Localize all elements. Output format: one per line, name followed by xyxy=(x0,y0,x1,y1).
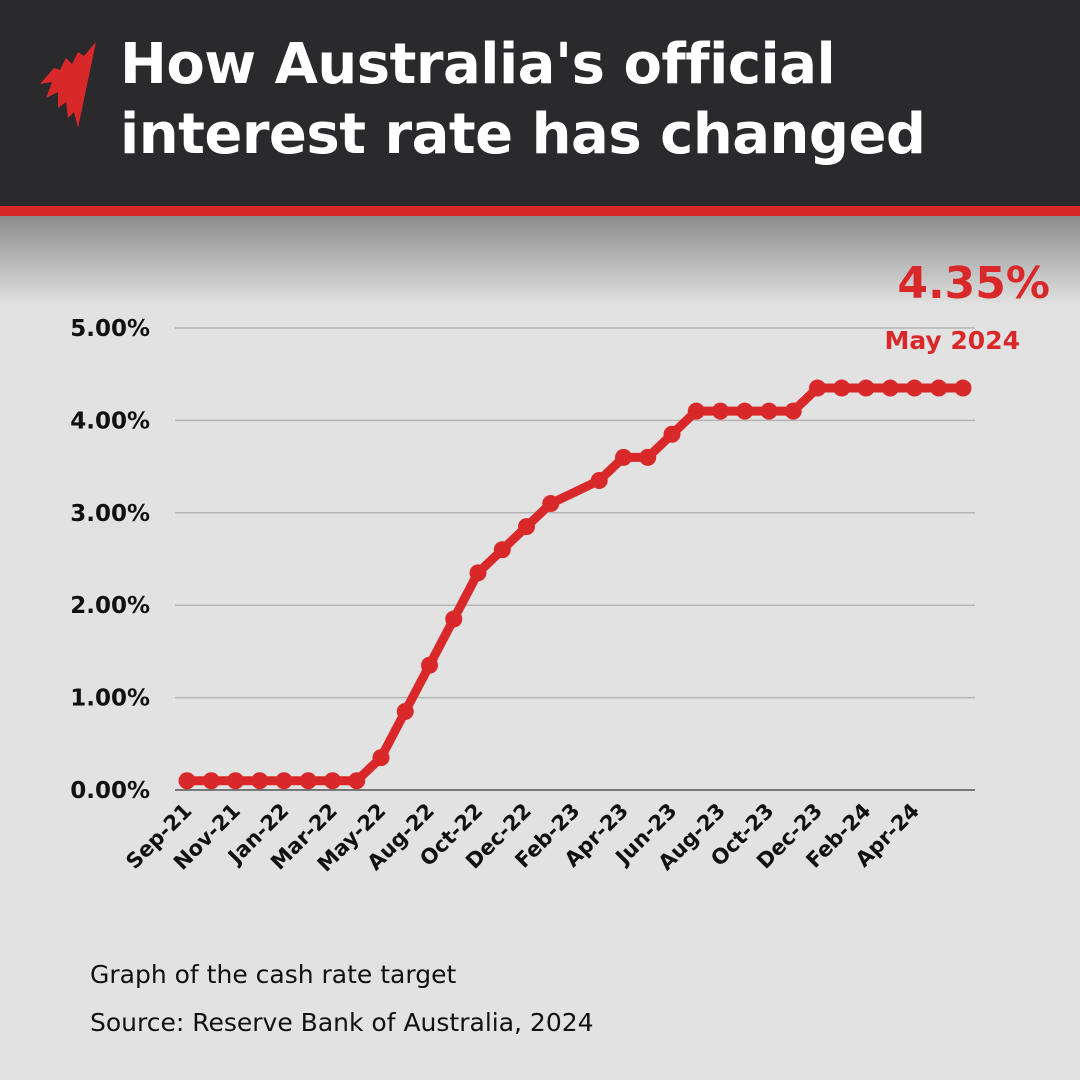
header-shadow xyxy=(0,216,1080,306)
data-point xyxy=(445,610,463,628)
data-point xyxy=(809,379,826,397)
header-bar xyxy=(0,0,1080,206)
y-tick-label: 1.00% xyxy=(70,686,150,712)
data-point xyxy=(833,379,851,397)
data-point xyxy=(736,402,754,420)
accent-stripe xyxy=(0,206,1080,216)
data-point xyxy=(348,772,366,790)
data-point xyxy=(906,379,923,397)
data-point xyxy=(396,702,414,720)
latest-rate-value: 4.35% xyxy=(897,258,1050,309)
title-line-2: interest rate has changed xyxy=(120,102,926,167)
data-point xyxy=(493,541,511,559)
data-point xyxy=(227,772,244,790)
data-point xyxy=(324,772,341,790)
data-point xyxy=(930,379,948,397)
y-tick-label: 4.00% xyxy=(70,408,150,434)
chart-caption: Graph of the cash rate target xyxy=(90,960,457,989)
data-point xyxy=(857,379,875,397)
page-title: How Australia's official interest rate h… xyxy=(120,30,926,170)
title-line-1: How Australia's official xyxy=(120,32,836,97)
y-tick-label: 2.00% xyxy=(70,593,150,619)
data-point xyxy=(469,564,487,582)
data-point xyxy=(251,772,269,790)
data-point xyxy=(687,402,705,420)
data-point xyxy=(663,425,681,443)
y-tick-label: 5.00% xyxy=(70,316,150,342)
data-point xyxy=(615,448,632,466)
data-point xyxy=(178,772,196,790)
y-tick-label: 3.00% xyxy=(70,501,150,527)
data-point xyxy=(784,402,802,420)
data-point xyxy=(760,402,778,420)
y-tick-label: 0.00% xyxy=(70,778,150,804)
latest-rate-date: May 2024 xyxy=(884,326,1020,355)
data-point xyxy=(299,772,317,790)
data-point xyxy=(542,495,560,513)
data-point xyxy=(518,518,535,536)
data-point xyxy=(421,656,438,674)
chart-source: Source: Reserve Bank of Australia, 2024 xyxy=(90,1008,594,1037)
data-point xyxy=(881,379,899,397)
sbs-logo-icon xyxy=(40,42,96,128)
data-point xyxy=(954,379,972,397)
data-point xyxy=(202,772,220,790)
series-line xyxy=(187,383,963,786)
data-point xyxy=(372,749,390,767)
data-point xyxy=(712,402,729,420)
data-point xyxy=(275,772,293,790)
data-point xyxy=(590,471,608,489)
data-point xyxy=(639,448,657,466)
